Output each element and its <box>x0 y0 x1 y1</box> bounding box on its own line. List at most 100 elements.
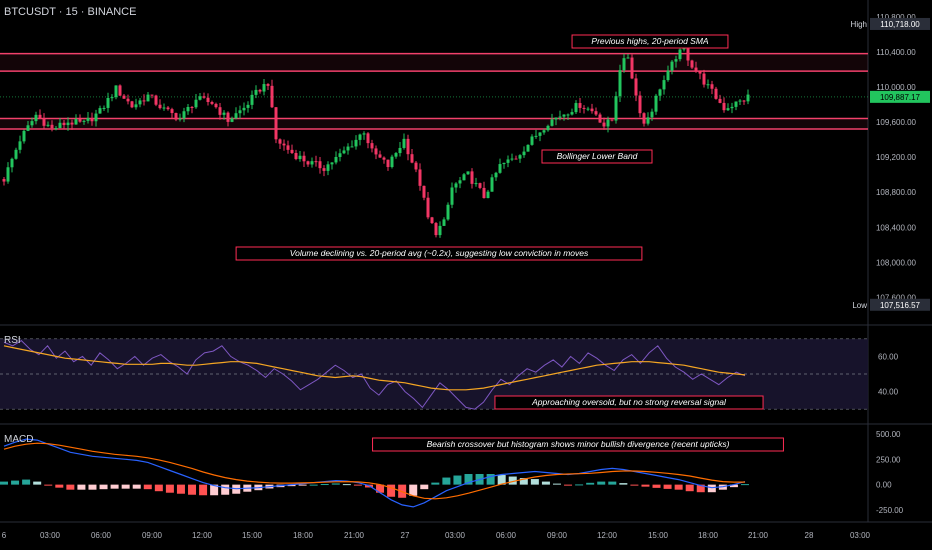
candle-body <box>534 135 538 137</box>
macd-histogram-bar <box>586 482 595 485</box>
candle-body <box>706 84 710 86</box>
macd-histogram-bar <box>176 484 185 494</box>
annotation-previous-highs: Previous highs, 20-period SMA <box>591 36 709 46</box>
candle-body <box>14 149 18 159</box>
candle-body <box>222 112 226 115</box>
time-axis-tick: 15:00 <box>648 531 669 540</box>
candle-body <box>310 161 314 165</box>
macd-histogram-bar <box>99 484 108 490</box>
candle-body <box>466 171 470 175</box>
macd-histogram-bar <box>199 484 208 496</box>
candle-body <box>54 128 58 130</box>
candle-body <box>42 118 46 126</box>
candle-body <box>430 217 434 224</box>
time-axis-tick: 09:00 <box>547 531 568 540</box>
macd-histogram-bar <box>165 484 174 493</box>
candle-body <box>74 119 78 125</box>
candle-body <box>606 119 610 127</box>
candle-body <box>182 111 186 119</box>
macd-axis-tick: 250.00 <box>876 455 901 464</box>
macd-histogram-bar <box>33 481 42 485</box>
annotation-macd-box <box>372 437 784 452</box>
candle-body <box>710 84 714 89</box>
candle-body <box>258 89 262 92</box>
candle-body <box>670 61 674 71</box>
macd-histogram-bar <box>154 484 163 492</box>
candle-body <box>126 98 130 102</box>
time-axis-tick: 03:00 <box>850 531 871 540</box>
macd-histogram-bar <box>11 480 20 485</box>
candle-body <box>194 99 198 108</box>
candle-body <box>514 158 518 160</box>
candle-body <box>202 96 206 98</box>
rsi-ma-line <box>3 345 746 391</box>
candle-body <box>494 172 498 178</box>
candle-body <box>146 94 150 102</box>
candle-body <box>502 162 506 165</box>
candle-body <box>6 167 10 182</box>
candle-body <box>22 130 26 142</box>
candle-body <box>498 164 502 173</box>
time-axis-tick: 03:00 <box>445 531 466 540</box>
annotation-macd: Bearish crossover but histogram shows mi… <box>427 439 730 449</box>
macd-histogram-bar <box>530 479 539 485</box>
candle-body <box>314 161 318 163</box>
macd-histogram-bar <box>741 484 749 486</box>
candle-body <box>30 121 34 126</box>
candle-body <box>298 155 302 160</box>
macd-histogram-bar <box>331 483 340 485</box>
candle-body <box>102 107 106 109</box>
time-axis-tick: 06:00 <box>91 531 112 540</box>
macd-histogram-bar <box>342 484 351 486</box>
candle-body <box>642 113 646 124</box>
low-tag <box>870 298 930 311</box>
candle-body <box>650 111 654 118</box>
macd-histogram-bar <box>143 484 152 490</box>
candle-body <box>62 122 66 126</box>
candle-body <box>290 149 294 154</box>
candle-body <box>558 116 562 118</box>
macd-histogram-bar <box>88 484 97 490</box>
time-axis-tick: 06:00 <box>496 531 517 540</box>
candle-body <box>122 95 126 99</box>
candle-body <box>342 150 346 154</box>
candle-body <box>714 88 718 99</box>
candle-body <box>186 106 190 112</box>
macd-histogram-bar <box>0 481 8 485</box>
candle-body <box>90 117 94 122</box>
candle-body <box>254 89 258 95</box>
candle-body <box>666 70 670 81</box>
candle-body <box>542 130 546 133</box>
candle-body <box>94 113 98 122</box>
macd-histogram-bar <box>608 481 617 485</box>
candle-body <box>598 114 602 123</box>
annotation-volume: Volume declining vs. 20-period avg (~0.2… <box>290 248 589 258</box>
candle-body <box>398 147 402 154</box>
candle-body <box>554 117 558 120</box>
price-axis-tick: 108,000.00 <box>876 258 917 267</box>
macd-histogram-bar <box>309 484 318 486</box>
price-axis-tick: 110,000.00 <box>876 83 916 92</box>
candle-body <box>718 98 722 103</box>
candle-body <box>686 48 690 61</box>
candle-body <box>50 124 54 129</box>
candle-body <box>422 185 426 198</box>
candle-body <box>678 49 682 60</box>
candle-body <box>154 95 158 105</box>
low-label: Low <box>852 301 867 310</box>
candle-body <box>690 60 694 68</box>
candle-body <box>418 169 422 186</box>
candle-body <box>738 100 742 102</box>
candle-body <box>662 80 666 90</box>
candle-body <box>358 134 362 140</box>
price-axis-tick: 107,600.00 <box>876 293 917 302</box>
macd-histogram-bar <box>121 484 130 489</box>
candle-body <box>330 162 334 165</box>
candle-body <box>370 143 374 149</box>
candle-body <box>694 67 698 72</box>
candle-body <box>510 158 514 160</box>
candle-body <box>390 156 394 168</box>
candle-body <box>46 124 50 126</box>
candle-body <box>162 107 166 109</box>
